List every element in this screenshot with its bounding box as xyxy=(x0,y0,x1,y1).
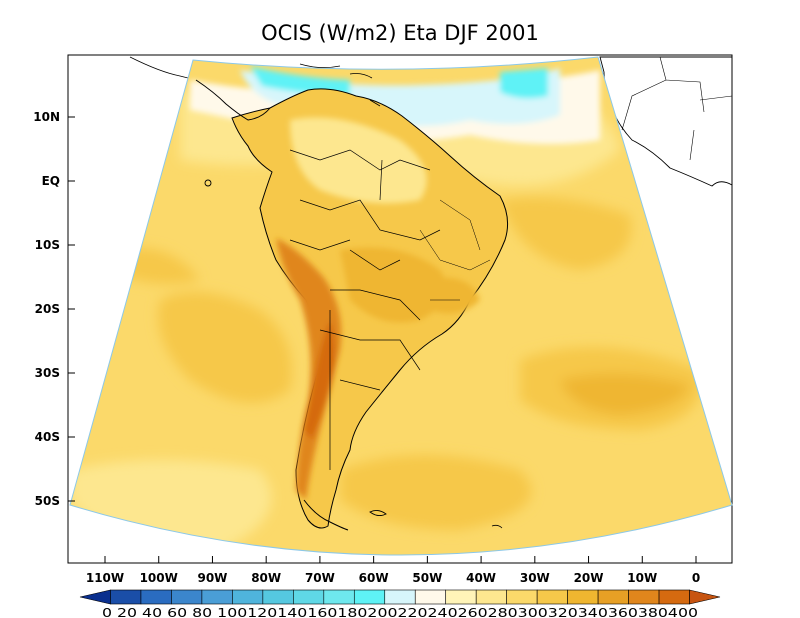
colorbar-swatch xyxy=(628,589,660,605)
amazon-light xyxy=(290,117,427,204)
lat-tick-label: 40S xyxy=(35,430,60,444)
lon-tick-label: 40W xyxy=(466,571,496,585)
colorbar xyxy=(79,589,721,605)
colorbar-swatch xyxy=(567,589,599,605)
lat-tick-label: 20S xyxy=(35,302,60,316)
colorbar-labels: 0 20 40 60 80 10012014016018020022024026… xyxy=(102,606,698,618)
lon-tick-label: 110W xyxy=(86,571,124,585)
lon-tick-label: 20W xyxy=(574,571,604,585)
colorbar-swatch xyxy=(110,589,142,605)
falkland-islands xyxy=(369,509,387,517)
colorbar-swatch xyxy=(262,589,294,605)
colorbar-swatch xyxy=(353,589,386,605)
mexico-coastline xyxy=(129,56,197,81)
lon-tick-label: 70W xyxy=(305,571,335,585)
caribbean-islands xyxy=(299,63,381,107)
africa-borders xyxy=(621,56,733,161)
lon-tick-label: 90W xyxy=(197,571,227,585)
andes-high-ocis xyxy=(276,238,342,500)
lon-tick-label: 100W xyxy=(140,571,178,585)
lat-tick-label: 10N xyxy=(33,110,60,124)
tropical-atlantic-high xyxy=(500,197,632,270)
lat-tick-label: 50S xyxy=(35,494,60,508)
colorbar-swatch xyxy=(597,589,629,605)
tierra-del-fuego xyxy=(303,499,349,531)
lat-tick-label: 30S xyxy=(35,366,60,380)
colorbar-swatch xyxy=(445,589,477,605)
longitude-axis: 110W 100W 90W 80W 70W 60W 50W 40W 30W 20W 10W 0 xyxy=(86,556,700,585)
lat-tick-label: EQ xyxy=(42,174,60,188)
colorbar-swatch xyxy=(384,589,416,605)
domain-outline xyxy=(69,56,733,556)
lon-tick-label: 80W xyxy=(251,571,281,585)
lat-tick-label: 10S xyxy=(35,238,60,252)
colorbar-swatch xyxy=(536,589,568,605)
lon-tick-label: 30W xyxy=(520,571,550,585)
colorbar-swatch xyxy=(201,589,233,605)
southeast-pacific-high xyxy=(158,292,292,403)
colorbar-swatch xyxy=(475,589,507,605)
south-america xyxy=(231,88,509,529)
colorbar-swatch xyxy=(171,589,203,605)
colorbar-swatch xyxy=(293,589,325,605)
country-borders xyxy=(289,149,441,470)
lon-tick-label: 10W xyxy=(627,571,657,585)
south-atlantic-max xyxy=(560,373,690,415)
colorbar-swatch xyxy=(414,589,447,605)
colorbar-swatch xyxy=(323,589,355,605)
map-title: OCIS (W/m2) Eta DJF 2001 xyxy=(261,21,539,45)
state-borders xyxy=(419,199,491,301)
latitude-axis: 10N EQ 10S 20S 30S 40S 50S xyxy=(33,110,75,508)
colorbar-swatch xyxy=(689,589,721,605)
colorbar-swatch xyxy=(140,589,172,605)
galapagos-islands xyxy=(204,179,212,187)
central-america-coastline xyxy=(195,79,271,121)
lon-tick-label: 0 xyxy=(692,571,700,585)
colorbar-swatch xyxy=(506,589,538,605)
lon-tick-label: 50W xyxy=(412,571,442,585)
lon-tick-label: 60W xyxy=(359,571,389,585)
east-pacific-band xyxy=(120,248,200,284)
southern-atlantic-band xyxy=(340,455,532,530)
colorbar-swatch xyxy=(232,589,264,605)
colorbar-swatch xyxy=(658,589,690,605)
south-georgia xyxy=(491,524,503,529)
colorbar-swatch xyxy=(79,589,111,605)
andes-peak-ocis xyxy=(304,320,335,440)
